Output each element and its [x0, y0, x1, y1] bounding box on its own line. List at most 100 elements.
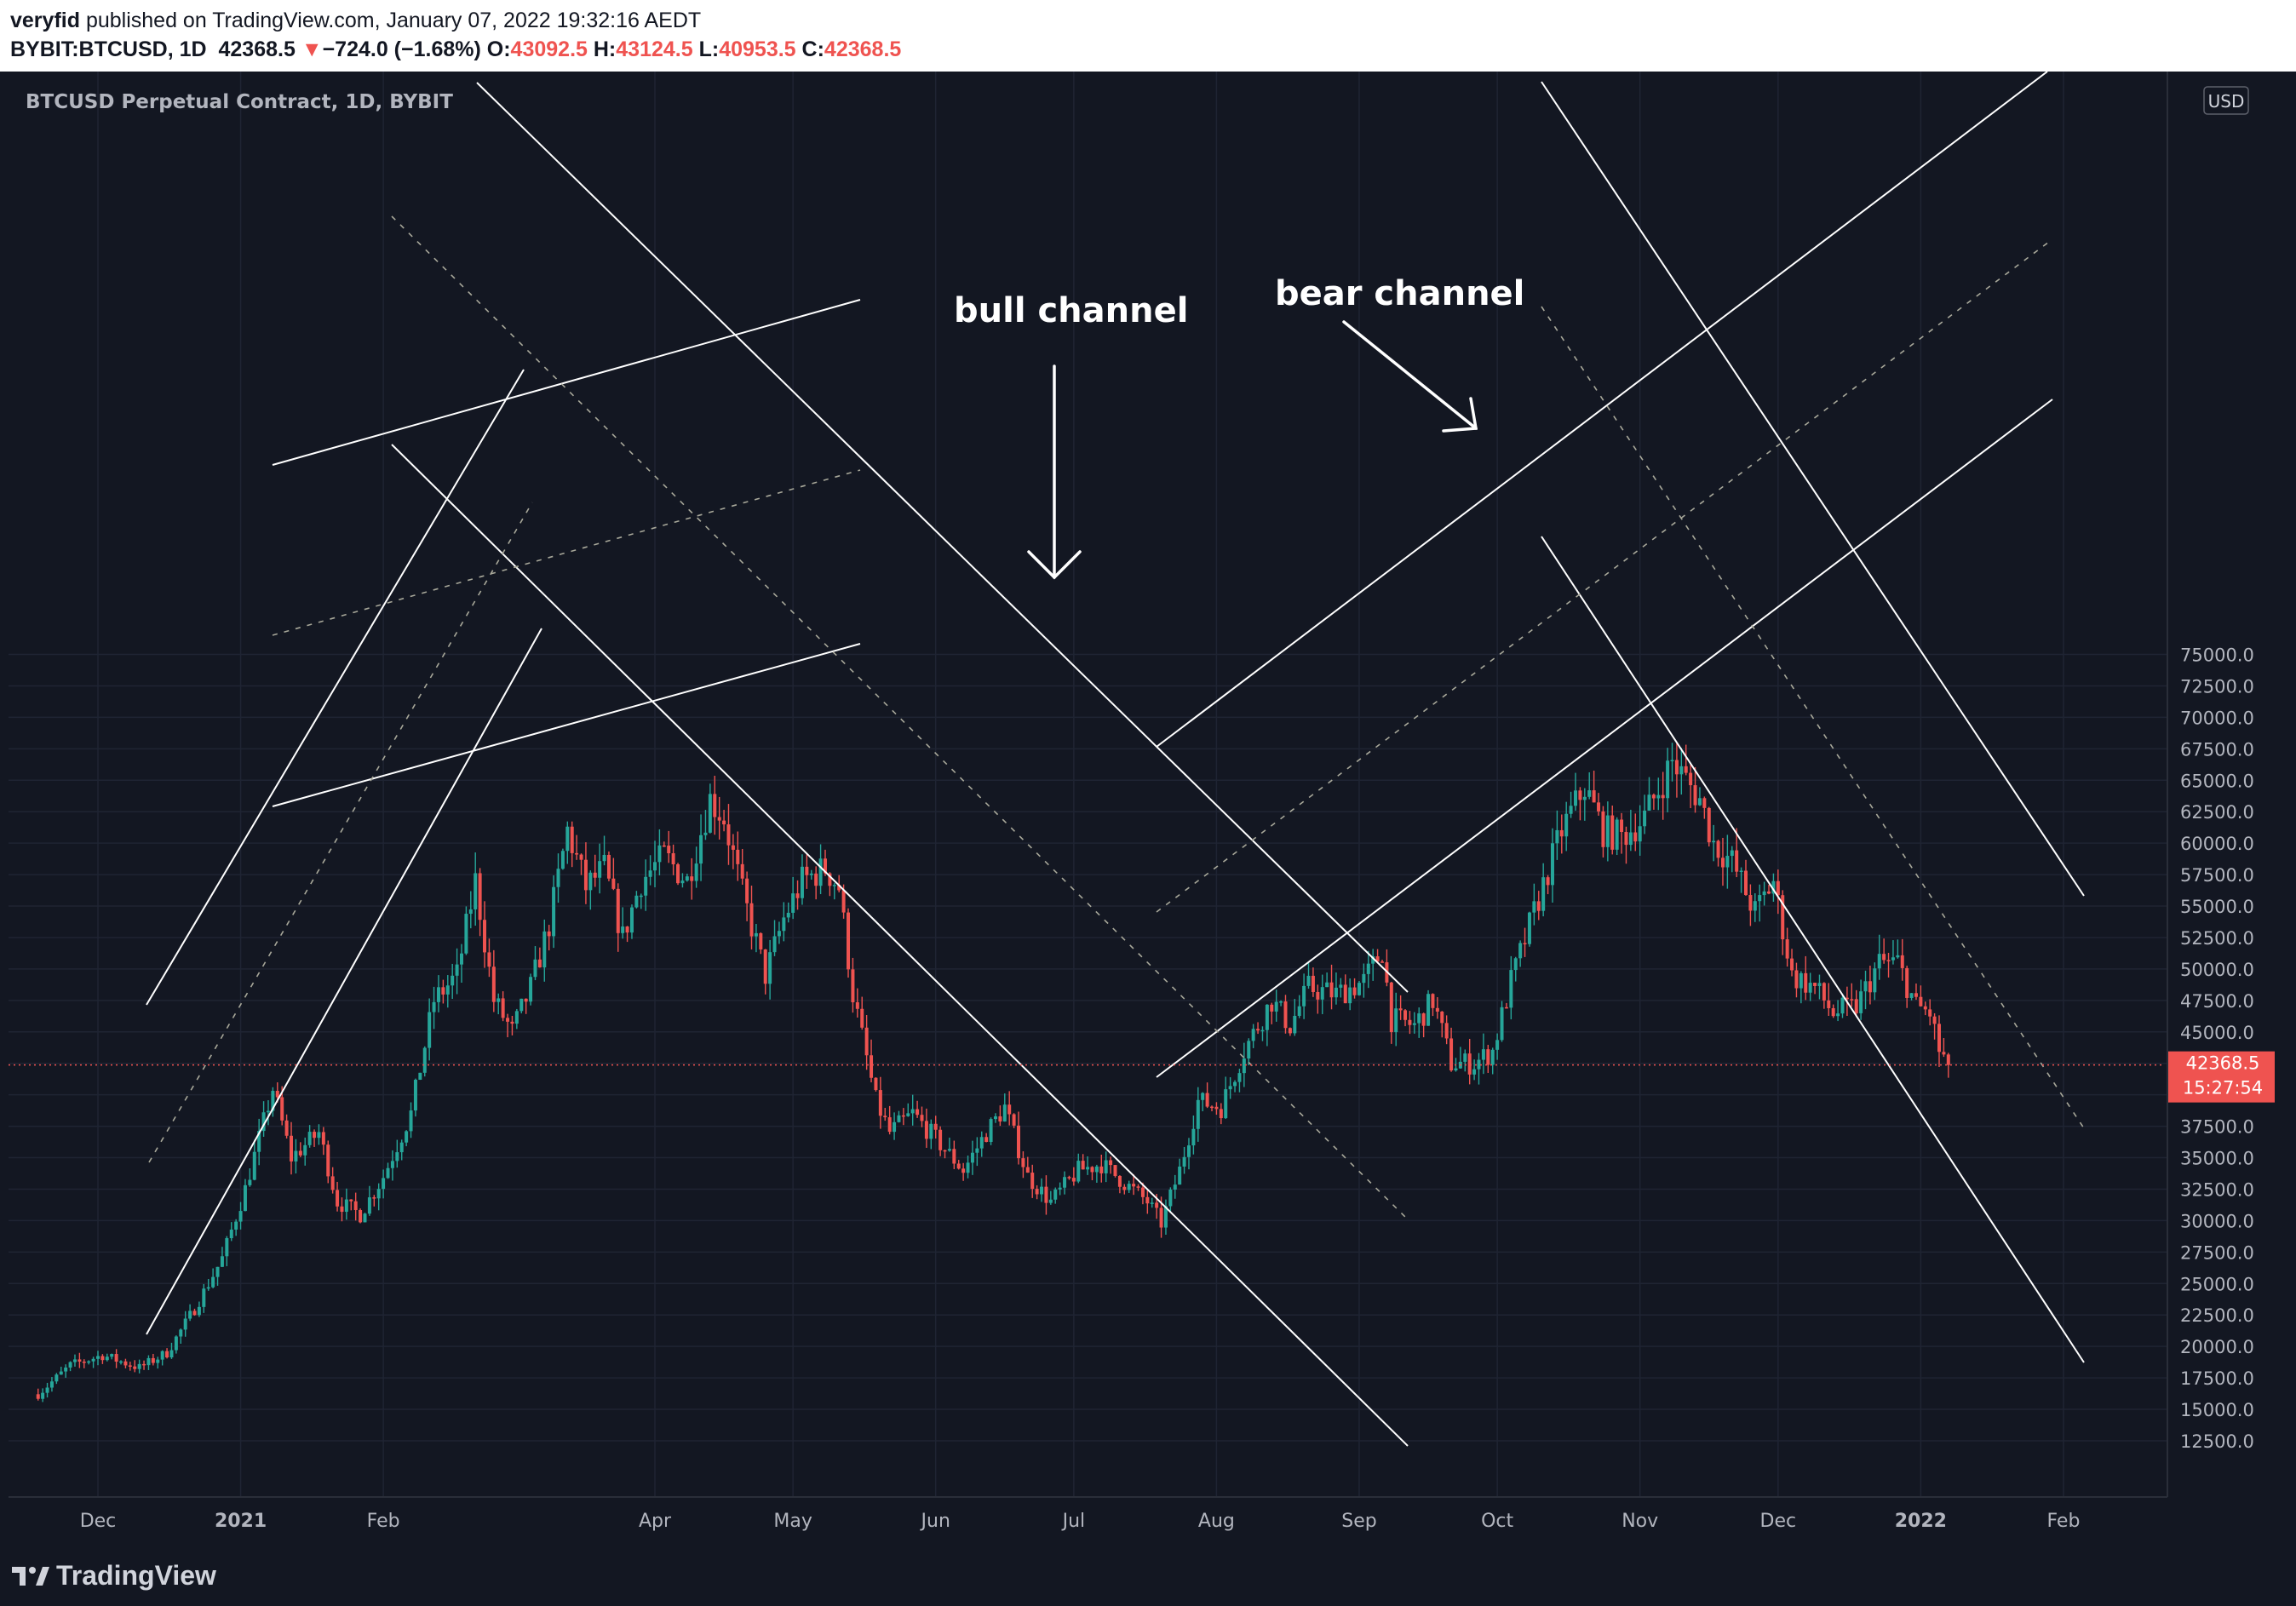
- candle[interactable]: [395, 1139, 399, 1168]
- candle[interactable]: [1283, 995, 1288, 1034]
- candle[interactable]: [1201, 1092, 1205, 1112]
- candle[interactable]: [588, 870, 593, 910]
- candle[interactable]: [1725, 835, 1730, 889]
- candle[interactable]: [703, 810, 708, 840]
- candle[interactable]: [1486, 1044, 1490, 1073]
- candle[interactable]: [662, 841, 666, 847]
- candle[interactable]: [685, 873, 689, 882]
- candle[interactable]: [483, 901, 487, 968]
- candle[interactable]: [1297, 995, 1301, 1018]
- candle[interactable]: [611, 857, 616, 891]
- candle[interactable]: [1923, 1001, 1927, 1016]
- candle[interactable]: [1293, 999, 1297, 1036]
- candle[interactable]: [1472, 1059, 1477, 1081]
- candle[interactable]: [445, 975, 450, 1008]
- candle[interactable]: [1122, 1184, 1127, 1195]
- candle[interactable]: [238, 1202, 243, 1230]
- candle[interactable]: [1886, 952, 1891, 978]
- candle[interactable]: [1375, 949, 1380, 962]
- candle[interactable]: [952, 1140, 956, 1169]
- candle[interactable]: [556, 853, 560, 903]
- candle[interactable]: [151, 1353, 155, 1366]
- candle[interactable]: [478, 868, 482, 937]
- candle[interactable]: [1868, 966, 1872, 1005]
- candle[interactable]: [593, 854, 597, 887]
- candle[interactable]: [883, 1108, 887, 1121]
- candle[interactable]: [1316, 984, 1320, 1014]
- candle[interactable]: [119, 1360, 123, 1365]
- candle[interactable]: [123, 1358, 128, 1368]
- candle[interactable]: [359, 1208, 363, 1224]
- candle[interactable]: [1265, 1004, 1269, 1047]
- candle[interactable]: [491, 949, 496, 1012]
- candle[interactable]: [542, 919, 547, 982]
- candle[interactable]: [519, 998, 524, 1014]
- candle[interactable]: [920, 1106, 924, 1127]
- candle[interactable]: [1477, 1053, 1481, 1085]
- candle[interactable]: [474, 852, 478, 926]
- candle[interactable]: [579, 853, 583, 875]
- candle[interactable]: [376, 1183, 381, 1211]
- candle[interactable]: [169, 1342, 174, 1359]
- candle[interactable]: [832, 882, 836, 900]
- candle[interactable]: [1306, 962, 1311, 989]
- candle[interactable]: [1859, 979, 1863, 1020]
- candle[interactable]: [1481, 1033, 1485, 1075]
- candle[interactable]: [1919, 985, 1923, 1007]
- candle[interactable]: [583, 842, 588, 904]
- candle[interactable]: [1712, 824, 1716, 862]
- candle[interactable]: [916, 1100, 920, 1118]
- candle[interactable]: [160, 1350, 164, 1366]
- candle[interactable]: [1040, 1178, 1044, 1202]
- candle[interactable]: [1587, 771, 1592, 800]
- candle[interactable]: [409, 1102, 413, 1139]
- candle[interactable]: [36, 1388, 40, 1401]
- candle[interactable]: [998, 1105, 1002, 1127]
- candle[interactable]: [851, 957, 855, 1013]
- candle[interactable]: [1928, 999, 1932, 1026]
- trendline[interactable]: [1156, 72, 2048, 748]
- candle[interactable]: [1417, 1007, 1421, 1038]
- candle[interactable]: [1113, 1165, 1117, 1178]
- candle[interactable]: [137, 1359, 141, 1374]
- candle[interactable]: [234, 1219, 238, 1236]
- candle[interactable]: [1900, 938, 1904, 981]
- candle[interactable]: [1163, 1199, 1168, 1236]
- candle[interactable]: [1168, 1187, 1173, 1213]
- candle[interactable]: [1463, 1049, 1467, 1072]
- candle[interactable]: [1536, 891, 1541, 921]
- candle[interactable]: [418, 1072, 422, 1081]
- arrow-diagonal-icon[interactable]: [1342, 320, 1478, 430]
- candle[interactable]: [1044, 1175, 1048, 1215]
- candle[interactable]: [970, 1140, 974, 1175]
- candle[interactable]: [1210, 1105, 1214, 1112]
- candle[interactable]: [1086, 1156, 1090, 1175]
- candle[interactable]: [1638, 805, 1642, 856]
- candle[interactable]: [1329, 964, 1334, 1010]
- candle[interactable]: [1270, 1002, 1274, 1024]
- candle[interactable]: [326, 1140, 330, 1184]
- candle[interactable]: [1569, 791, 1573, 818]
- candle[interactable]: [192, 1308, 197, 1316]
- candle[interactable]: [565, 821, 570, 864]
- candle[interactable]: [1651, 793, 1656, 810]
- candle[interactable]: [680, 873, 685, 888]
- candle[interactable]: [1771, 873, 1776, 902]
- candle[interactable]: [938, 1126, 943, 1156]
- candle[interactable]: [1063, 1171, 1067, 1195]
- candle[interactable]: [105, 1353, 109, 1362]
- candle[interactable]: [625, 926, 629, 943]
- candle[interactable]: [1357, 980, 1361, 996]
- candle[interactable]: [128, 1362, 132, 1371]
- candle[interactable]: [1785, 927, 1789, 967]
- candle[interactable]: [749, 886, 754, 949]
- candle[interactable]: [110, 1353, 114, 1360]
- candle[interactable]: [1643, 794, 1647, 835]
- candle[interactable]: [41, 1388, 45, 1402]
- candle[interactable]: [864, 1015, 869, 1070]
- candle[interactable]: [1196, 1087, 1200, 1142]
- candle[interactable]: [809, 869, 813, 880]
- candle[interactable]: [1905, 966, 1909, 1008]
- candle[interactable]: [432, 986, 436, 1030]
- candle[interactable]: [1242, 1042, 1246, 1087]
